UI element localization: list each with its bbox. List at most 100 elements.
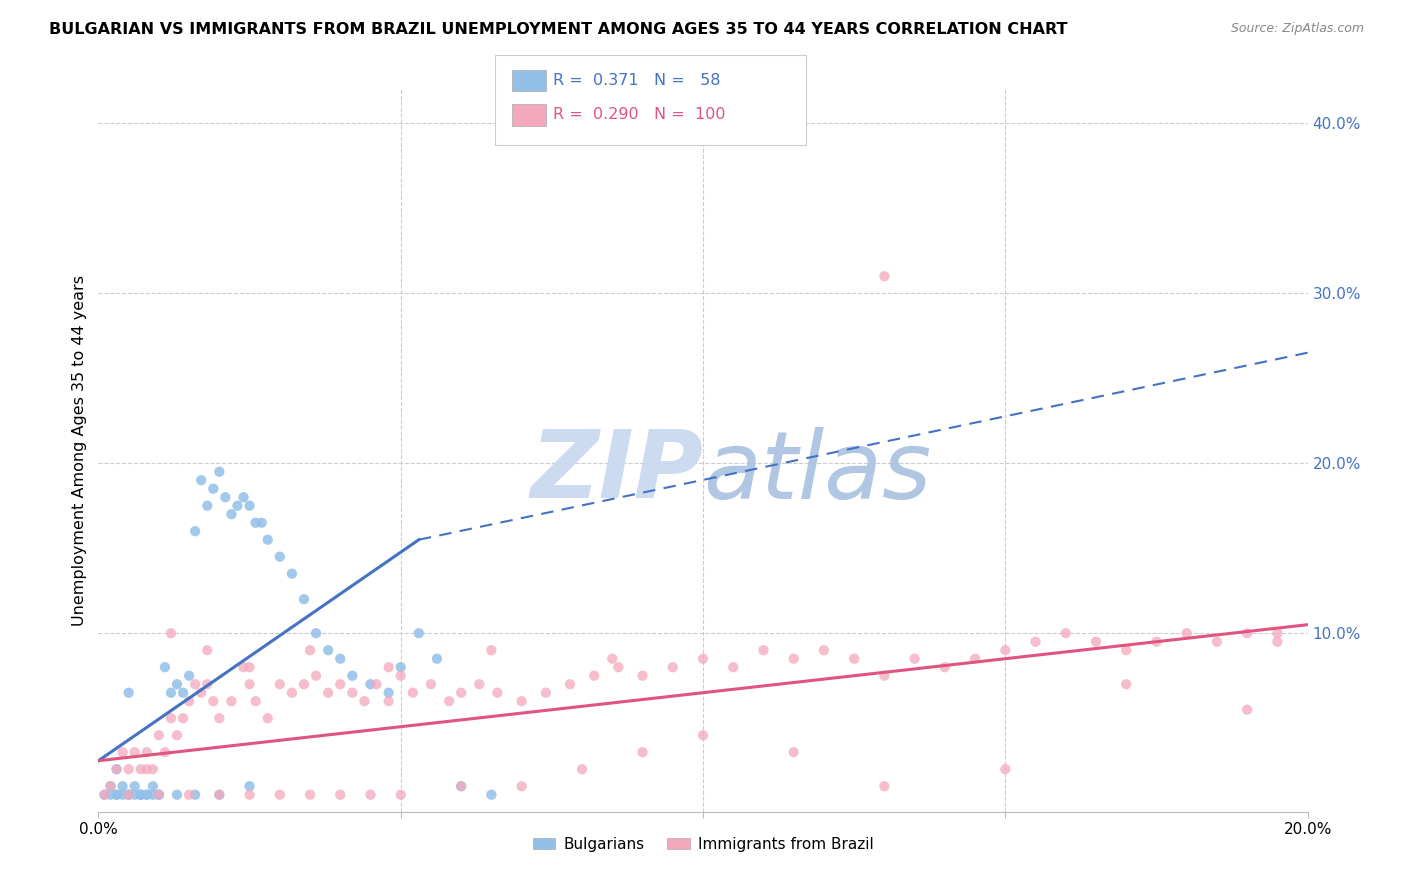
Point [631, 669, 654, 683]
Point [389, 788, 412, 802]
Point [408, 626, 430, 640]
Point [607, 660, 630, 674]
Point [166, 677, 188, 691]
Point [250, 516, 273, 530]
Point [135, 788, 157, 802]
Point [124, 779, 146, 793]
Point [426, 651, 449, 665]
Point [299, 643, 322, 657]
Point [1115, 677, 1137, 691]
Point [723, 660, 745, 674]
Point [100, 788, 122, 802]
Point [389, 669, 412, 683]
Point [148, 788, 170, 802]
Point [256, 711, 278, 725]
Point [153, 660, 176, 674]
Point [366, 677, 388, 691]
Point [184, 524, 207, 539]
Point [873, 779, 896, 793]
Point [195, 677, 218, 691]
Point [281, 686, 304, 700]
Point [245, 516, 267, 530]
Point [190, 686, 212, 700]
Point [142, 788, 165, 802]
Point [184, 677, 207, 691]
Point [558, 677, 581, 691]
Point [184, 788, 207, 802]
Point [1115, 643, 1137, 657]
Point [510, 779, 533, 793]
Point [631, 745, 654, 759]
Point [965, 651, 987, 665]
Point [105, 788, 128, 802]
Point [342, 669, 364, 683]
Y-axis label: Unemployment Among Ages 35 to 44 years: Unemployment Among Ages 35 to 44 years [72, 275, 87, 626]
Point [239, 779, 262, 793]
Point [239, 788, 262, 802]
Point [245, 694, 267, 708]
Point [166, 728, 188, 742]
Point [377, 686, 399, 700]
Point [1267, 626, 1289, 640]
Point [179, 694, 201, 708]
Point [269, 788, 291, 802]
Point [111, 788, 134, 802]
Point [468, 677, 491, 691]
Point [166, 788, 188, 802]
Point [481, 643, 503, 657]
Point [118, 686, 141, 700]
Point [571, 762, 593, 776]
Point [329, 788, 352, 802]
Point [873, 669, 896, 683]
Point [129, 762, 152, 776]
Point [994, 762, 1017, 776]
Point [232, 660, 254, 674]
Point [360, 788, 382, 802]
Point [129, 788, 152, 802]
Point [661, 660, 683, 674]
Point [118, 788, 141, 802]
Point [904, 651, 927, 665]
Point [813, 643, 835, 657]
Point [160, 711, 183, 725]
Point [105, 788, 128, 802]
Point [437, 694, 460, 708]
Point [202, 482, 225, 496]
Legend: Bulgarians, Immigrants from Brazil: Bulgarians, Immigrants from Brazil [526, 831, 880, 858]
Point [232, 490, 254, 504]
Point [93, 788, 115, 802]
Point [190, 473, 212, 487]
Point [1206, 634, 1229, 648]
Point [256, 533, 278, 547]
Point [873, 269, 896, 284]
Point [221, 507, 243, 521]
Point [481, 788, 503, 802]
Point [389, 660, 412, 674]
Point [153, 745, 176, 759]
Point [208, 788, 231, 802]
Point [329, 651, 352, 665]
Text: ZIP: ZIP [530, 426, 703, 518]
Point [269, 677, 291, 691]
Point [692, 728, 714, 742]
Point [208, 711, 231, 725]
Point [420, 677, 443, 691]
Point [329, 677, 352, 691]
Point [111, 745, 134, 759]
Point [172, 711, 194, 725]
Point [1085, 634, 1108, 648]
Point [305, 626, 328, 640]
Point [994, 643, 1017, 657]
Point [118, 788, 141, 802]
Point [208, 465, 231, 479]
Point [100, 779, 122, 793]
Point [1175, 626, 1198, 640]
Point [135, 788, 157, 802]
Point [135, 745, 157, 759]
Point [118, 762, 141, 776]
Point [783, 745, 806, 759]
Point [450, 779, 472, 793]
Point [142, 762, 165, 776]
Point [148, 728, 170, 742]
Point [1236, 703, 1258, 717]
